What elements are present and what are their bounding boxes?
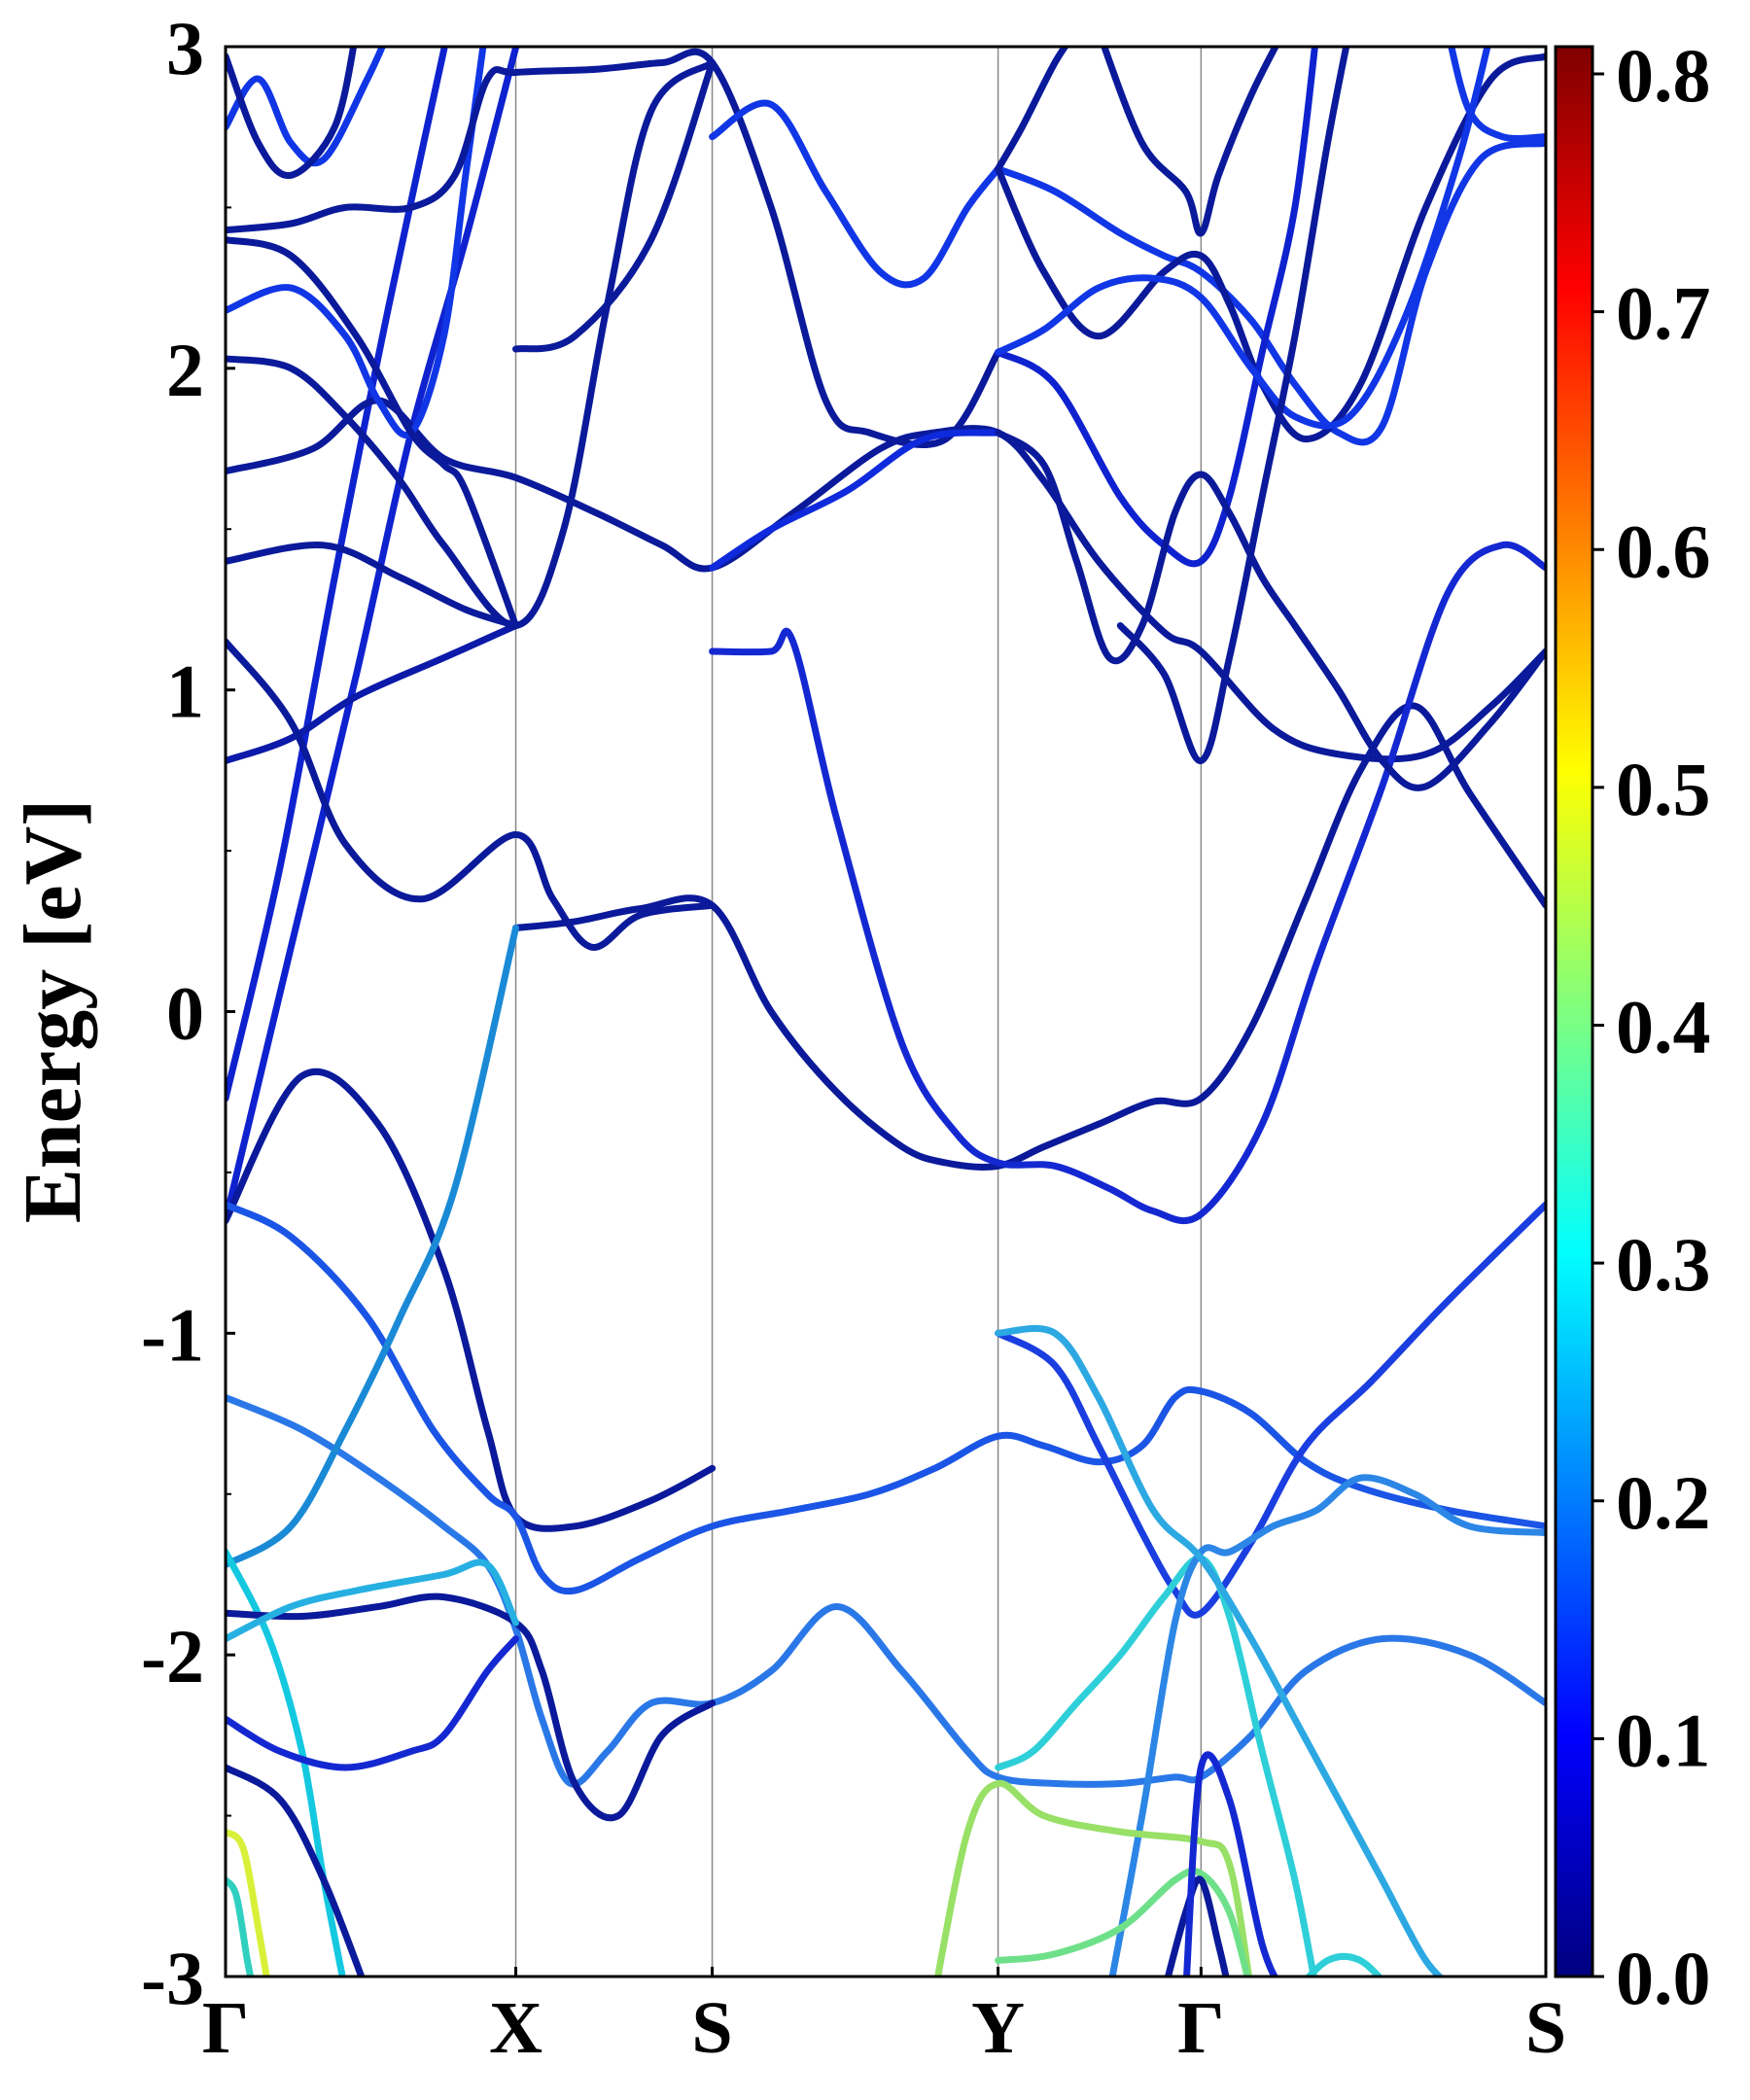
y-tick-label: -3 <box>141 1936 204 2020</box>
band-line <box>226 1592 717 1822</box>
band-line <box>1164 1875 1230 1977</box>
band-line <box>995 429 1546 791</box>
colorbar-tick-label: 0.4 <box>1616 985 1711 1069</box>
y-tick-label: 2 <box>166 328 204 412</box>
y-axis-ticks: -3 -2 -1 0 1 2 3 <box>141 6 235 2020</box>
band-line <box>1448 47 1546 143</box>
band-line <box>226 1635 519 1771</box>
colorbar-tick-label: 0.6 <box>1616 508 1711 593</box>
x-tick-label: S <box>1525 1987 1566 2069</box>
y-tick-label: 0 <box>166 971 204 1056</box>
band-line <box>709 429 1002 572</box>
colorbar-tick-label: 0.5 <box>1616 747 1711 831</box>
x-tick-label: Y <box>971 1987 1025 2069</box>
band-line <box>226 925 519 1568</box>
band-line <box>226 48 1002 449</box>
y-tick-label: 1 <box>166 649 204 734</box>
band-line <box>226 1548 346 1977</box>
band-line <box>226 47 448 1102</box>
y-tick-label: 3 <box>166 6 204 90</box>
band-line <box>1116 47 1350 764</box>
band-line <box>1183 1751 1278 1977</box>
colorbar-tick-label: 0.0 <box>1616 1936 1711 2020</box>
band-line <box>995 1555 1317 1977</box>
band-line <box>226 1394 1546 1788</box>
band-line <box>995 47 1491 430</box>
band-line <box>226 1876 255 1977</box>
band-line <box>226 638 717 951</box>
band-line <box>226 47 387 167</box>
y-axis-title: Energy [eV] <box>8 799 98 1223</box>
band-line <box>512 702 1546 1171</box>
colorbar-tick-label: 0.2 <box>1616 1460 1711 1545</box>
colorbar-tick-label: 0.7 <box>1616 271 1711 356</box>
band-line <box>226 236 519 629</box>
band-line <box>709 541 1546 1225</box>
band-line <box>512 59 717 353</box>
band-line <box>1304 1952 1383 1977</box>
x-tick-label: S <box>691 1987 732 2069</box>
colorbar-ticks: 0.0 0.1 0.2 0.3 0.4 0.5 0.6 0.7 0.8 <box>1592 33 1711 2020</box>
band-line <box>1101 47 1279 237</box>
band-line <box>709 99 1002 289</box>
y-tick-label: -2 <box>141 1614 204 1698</box>
band-line <box>995 139 1546 446</box>
band-line <box>226 47 520 1224</box>
colorbar <box>1554 45 1594 1978</box>
band-line <box>226 1828 270 1977</box>
band-line <box>995 1867 1251 1977</box>
band-line <box>226 47 358 180</box>
band-line <box>995 1201 1546 1619</box>
plot-frame <box>224 45 1548 1978</box>
band-line <box>226 1201 1546 1595</box>
colorbar-tick-label: 0.8 <box>1616 33 1711 118</box>
high-symmetry-lines <box>514 47 1203 1977</box>
band-line <box>995 47 1318 568</box>
band-line <box>226 622 519 764</box>
band-lines <box>226 47 1546 1977</box>
colorbar-tick-label: 0.3 <box>1616 1222 1711 1307</box>
y-tick-label: -1 <box>141 1292 204 1377</box>
colorbar-tick-label: 0.1 <box>1616 1698 1711 1782</box>
band-line <box>995 1324 1445 1977</box>
band-line <box>995 47 1069 173</box>
band-line <box>1108 1474 1546 1977</box>
band-line <box>934 1779 1253 1977</box>
band-line <box>226 541 519 629</box>
band-line <box>226 1558 519 1643</box>
x-tick-label: Γ <box>202 1987 249 2069</box>
band-line <box>226 1068 717 1532</box>
band-line <box>226 1764 366 1977</box>
band-line <box>995 52 1546 443</box>
x-tick-label: X <box>489 1987 542 2069</box>
x-tick-label: Γ <box>1177 1987 1224 2069</box>
